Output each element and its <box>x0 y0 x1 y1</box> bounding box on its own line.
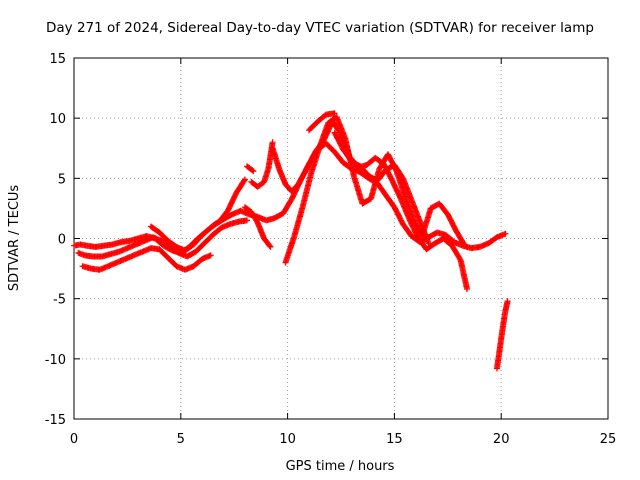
data-point <box>207 252 214 259</box>
tick-labels: 0 5 10 15 20 25 -15 -10 -5 0 5 10 15 <box>45 52 617 447</box>
data-point <box>425 240 432 247</box>
y-axis-title: SDTVAR / TECUs <box>7 185 22 292</box>
y-tick-label: 15 <box>49 52 66 67</box>
data-point <box>244 217 250 224</box>
data-point <box>241 177 248 184</box>
series-track-5 <box>241 204 274 250</box>
x-axis-title: GPS time / hours <box>286 459 395 474</box>
chart-title: Day 271 of 2024, Sidereal Day-to-day VTE… <box>46 20 594 36</box>
data-point <box>464 286 470 292</box>
y-tick-label: 10 <box>49 112 66 127</box>
series-track-11 <box>331 129 432 247</box>
y-tick-label: 5 <box>58 172 66 187</box>
data-point <box>331 110 338 117</box>
y-tick-label: -15 <box>45 413 66 428</box>
data-markers <box>71 110 511 372</box>
x-tick-label: 0 <box>70 432 78 447</box>
y-tick-label: -5 <box>53 293 66 308</box>
data-point <box>266 242 273 249</box>
data-point <box>269 139 276 146</box>
data-point <box>249 167 256 174</box>
series-track-4 <box>147 176 248 254</box>
data-point <box>267 243 274 250</box>
x-tick-label: 5 <box>177 432 185 447</box>
series-track-10 <box>306 110 338 134</box>
series-track-9 <box>282 114 468 266</box>
plot-frame <box>73 57 609 420</box>
data-point <box>241 176 248 183</box>
data-point <box>461 242 468 249</box>
data-point <box>461 241 468 248</box>
x-tick-label: 20 <box>493 432 510 447</box>
y-tick-label: 0 <box>58 233 66 248</box>
data-point <box>250 168 257 175</box>
series-track-6 <box>244 163 257 175</box>
x-tick-label: 25 <box>600 432 617 447</box>
series-track-2 <box>75 217 250 260</box>
series-track-3 <box>79 245 214 273</box>
x-tick-label: 10 <box>279 432 296 447</box>
data-point <box>504 298 511 305</box>
x-tick-label: 15 <box>386 432 403 447</box>
series-track-12 <box>493 298 511 372</box>
y-tick-label: -10 <box>45 353 66 368</box>
data-point <box>502 230 509 237</box>
